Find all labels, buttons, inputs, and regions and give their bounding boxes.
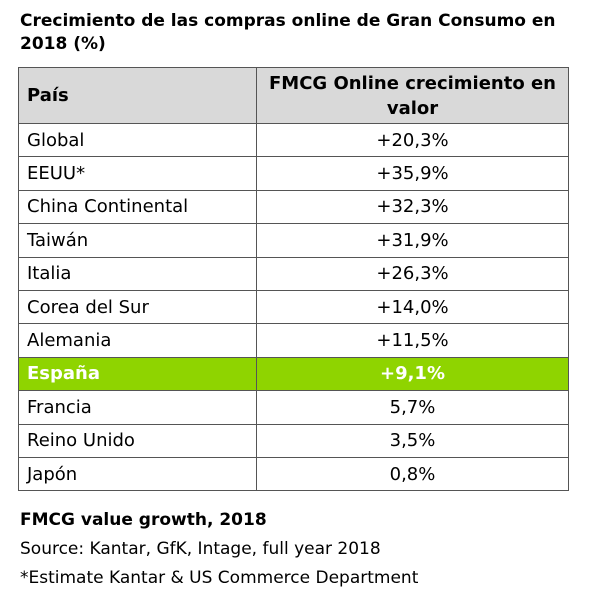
country-cell: Alemania bbox=[18, 323, 257, 358]
country-cell: Global bbox=[18, 122, 257, 158]
table-row: Alemania +11,5% bbox=[18, 323, 569, 358]
table-row: Corea del Sur +14,0% bbox=[18, 289, 569, 325]
table-row: España +9,1% bbox=[18, 356, 569, 392]
table-row: Global +20,3% bbox=[18, 122, 569, 158]
growth-value-cell: +20,3% bbox=[256, 122, 569, 158]
table-row: EEUU* +35,9% bbox=[18, 156, 569, 191]
country-cell: Francia bbox=[18, 390, 257, 425]
table-row: Japón 0,8% bbox=[18, 456, 569, 492]
table-row: Francia 5,7% bbox=[18, 390, 569, 425]
header-country: País bbox=[18, 67, 257, 124]
country-cell: EEUU* bbox=[18, 156, 257, 191]
country-cell: Taiwán bbox=[18, 223, 257, 258]
growth-value-cell: +26,3% bbox=[256, 256, 569, 291]
header-value: FMCG Online crecimiento en valor bbox=[256, 67, 569, 124]
growth-value-cell: +32,3% bbox=[256, 189, 569, 225]
country-cell: España bbox=[18, 356, 257, 392]
country-cell: China Continental bbox=[18, 189, 257, 225]
table-body: Global +20,3% EEUU* +35,9% China Continental… bbox=[18, 122, 569, 492]
growth-value-cell: 3,5% bbox=[256, 423, 569, 458]
table-row: Italia +26,3% bbox=[18, 256, 569, 291]
growth-value-cell: +31,9% bbox=[256, 223, 569, 258]
growth-value-cell: +9,1% bbox=[256, 356, 569, 392]
growth-value-cell: +11,5% bbox=[256, 323, 569, 358]
country-cell: Reino Unido bbox=[18, 423, 257, 458]
table-row: Taiwán +31,9% bbox=[18, 223, 569, 258]
growth-table: País FMCG Online crecimiento en valor Gl… bbox=[18, 67, 569, 492]
table-row: China Continental +32,3% bbox=[18, 189, 569, 225]
growth-value-cell: 0,8% bbox=[256, 456, 569, 492]
chart-title: Crecimiento de las compras online de Gra… bbox=[20, 11, 556, 54]
footer: FMCG value growth, 2018 Source: Kantar, … bbox=[20, 506, 580, 593]
table-row: Reino Unido 3,5% bbox=[18, 423, 569, 458]
footer-source: Source: Kantar, GfK, Intage, full year 2… bbox=[20, 539, 381, 559]
country-cell: Italia bbox=[18, 256, 257, 291]
country-cell: Corea del Sur bbox=[18, 289, 257, 325]
table-header-row: País FMCG Online crecimiento en valor bbox=[18, 67, 569, 124]
growth-value-cell: 5,7% bbox=[256, 390, 569, 425]
footer-title: FMCG value growth, 2018 bbox=[20, 510, 267, 530]
growth-value-cell: +35,9% bbox=[256, 156, 569, 191]
growth-value-cell: +14,0% bbox=[256, 289, 569, 325]
footer-note: *Estimate Kantar & US Commerce Departmen… bbox=[20, 568, 419, 588]
country-cell: Japón bbox=[18, 456, 257, 492]
